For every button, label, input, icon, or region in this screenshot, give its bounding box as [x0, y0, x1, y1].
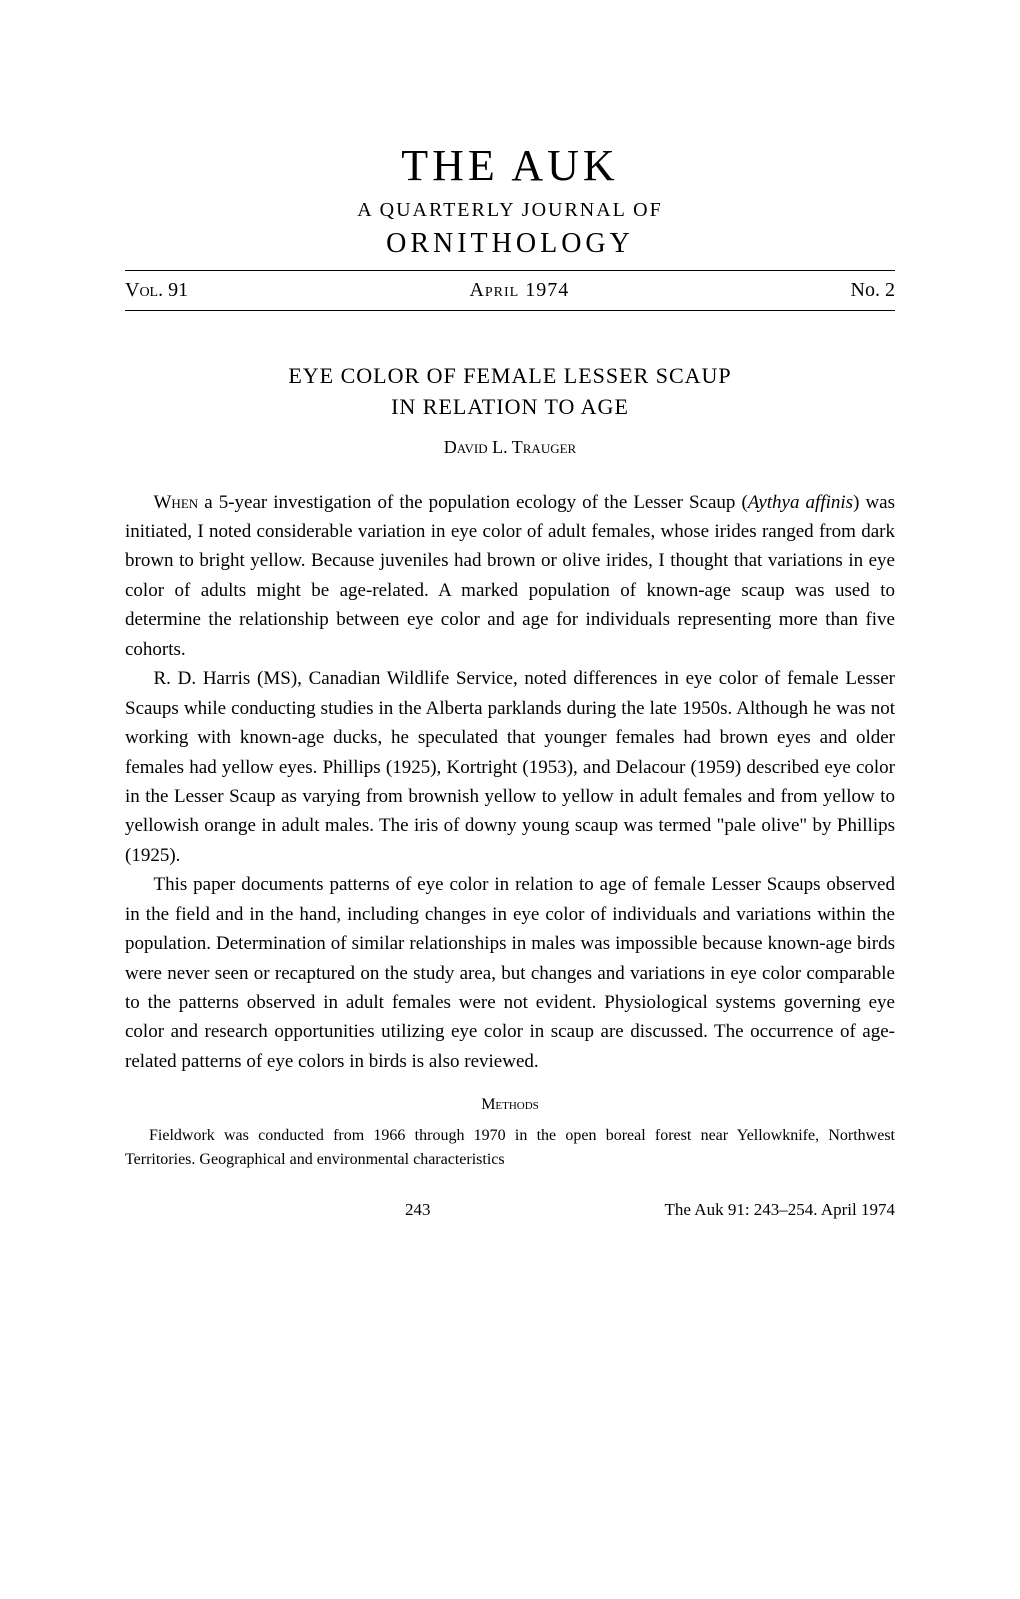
article-body: When a 5-year investigation of the popul… — [125, 488, 895, 1077]
species-name: Aythya affinis — [748, 492, 853, 513]
page-number: 243 — [405, 1200, 491, 1220]
article-title-line1: EYE COLOR OF FEMALE LESSER SCAUP — [125, 361, 895, 392]
paragraph-3: This paper documents patterns of eye col… — [125, 870, 895, 1076]
journal-title: THE AUK — [125, 140, 895, 191]
journal-subject: ORNITHOLOGY — [125, 228, 895, 260]
issue-bar: Vol. 91 April 1974 No. 2 — [125, 270, 895, 311]
methods-heading: Methods — [125, 1096, 895, 1114]
issue-volume: Vol. 91 — [125, 279, 188, 302]
p1-text-a: a 5-year investigation of the population… — [198, 492, 748, 513]
paragraph-1: When a 5-year investigation of the popul… — [125, 488, 895, 665]
citation: The Auk 91: 243–254. April 1974 — [665, 1200, 895, 1220]
article-author: David L. Trauger — [125, 437, 895, 458]
article-title-line2: IN RELATION TO AGE — [125, 392, 895, 423]
page-footer: 243 The Auk 91: 243–254. April 1974 — [125, 1200, 895, 1220]
issue-number: No. 2 — [851, 279, 895, 302]
methods-text: Fieldwork was conducted from 1966 throug… — [125, 1124, 895, 1172]
paragraph-2: R. D. Harris (MS), Canadian Wildlife Ser… — [125, 664, 895, 870]
issue-date: April 1974 — [469, 279, 569, 302]
journal-subtitle: A QUARTERLY JOURNAL OF — [125, 199, 895, 222]
lead-word: When — [154, 492, 199, 513]
article-title: EYE COLOR OF FEMALE LESSER SCAUP IN RELA… — [125, 361, 895, 423]
p1-text-b: ) was initiated, I noted considerable va… — [125, 492, 895, 660]
